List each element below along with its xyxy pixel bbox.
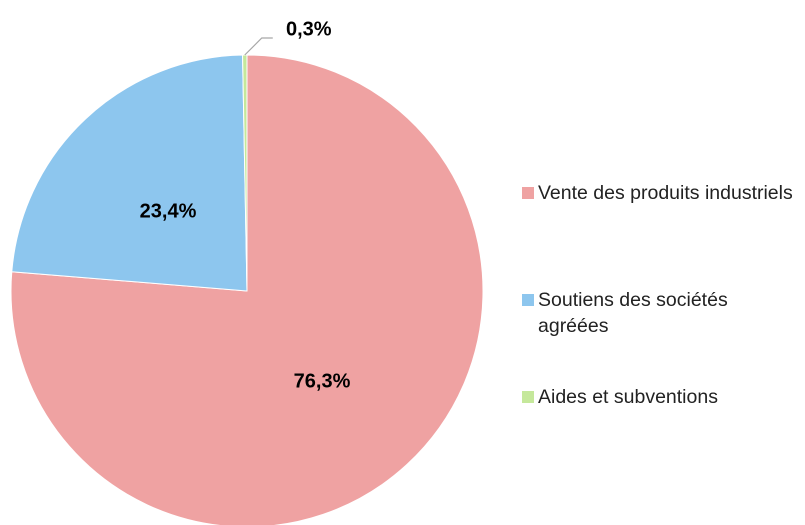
legend-label: Soutiens des sociétés agréées: [538, 289, 728, 337]
legend-swatch: [522, 187, 534, 199]
leader-line: [244, 37, 273, 56]
data-label: 0,3%: [286, 18, 332, 40]
legend-label: Vente des produits industriels: [538, 182, 793, 204]
legend-item: Soutiens des sociétés agréées: [522, 287, 800, 339]
legend-swatch: [522, 391, 534, 403]
legend-item: Vente des produits industriels: [522, 180, 800, 206]
legend-swatch: [522, 294, 534, 306]
data-label: 23,4%: [140, 200, 197, 222]
legend-item: Aides et subventions: [522, 384, 800, 410]
pie-slice: [11, 54, 248, 292]
legend-label: Aides et subventions: [538, 386, 718, 408]
data-label: 76,3%: [294, 370, 351, 392]
